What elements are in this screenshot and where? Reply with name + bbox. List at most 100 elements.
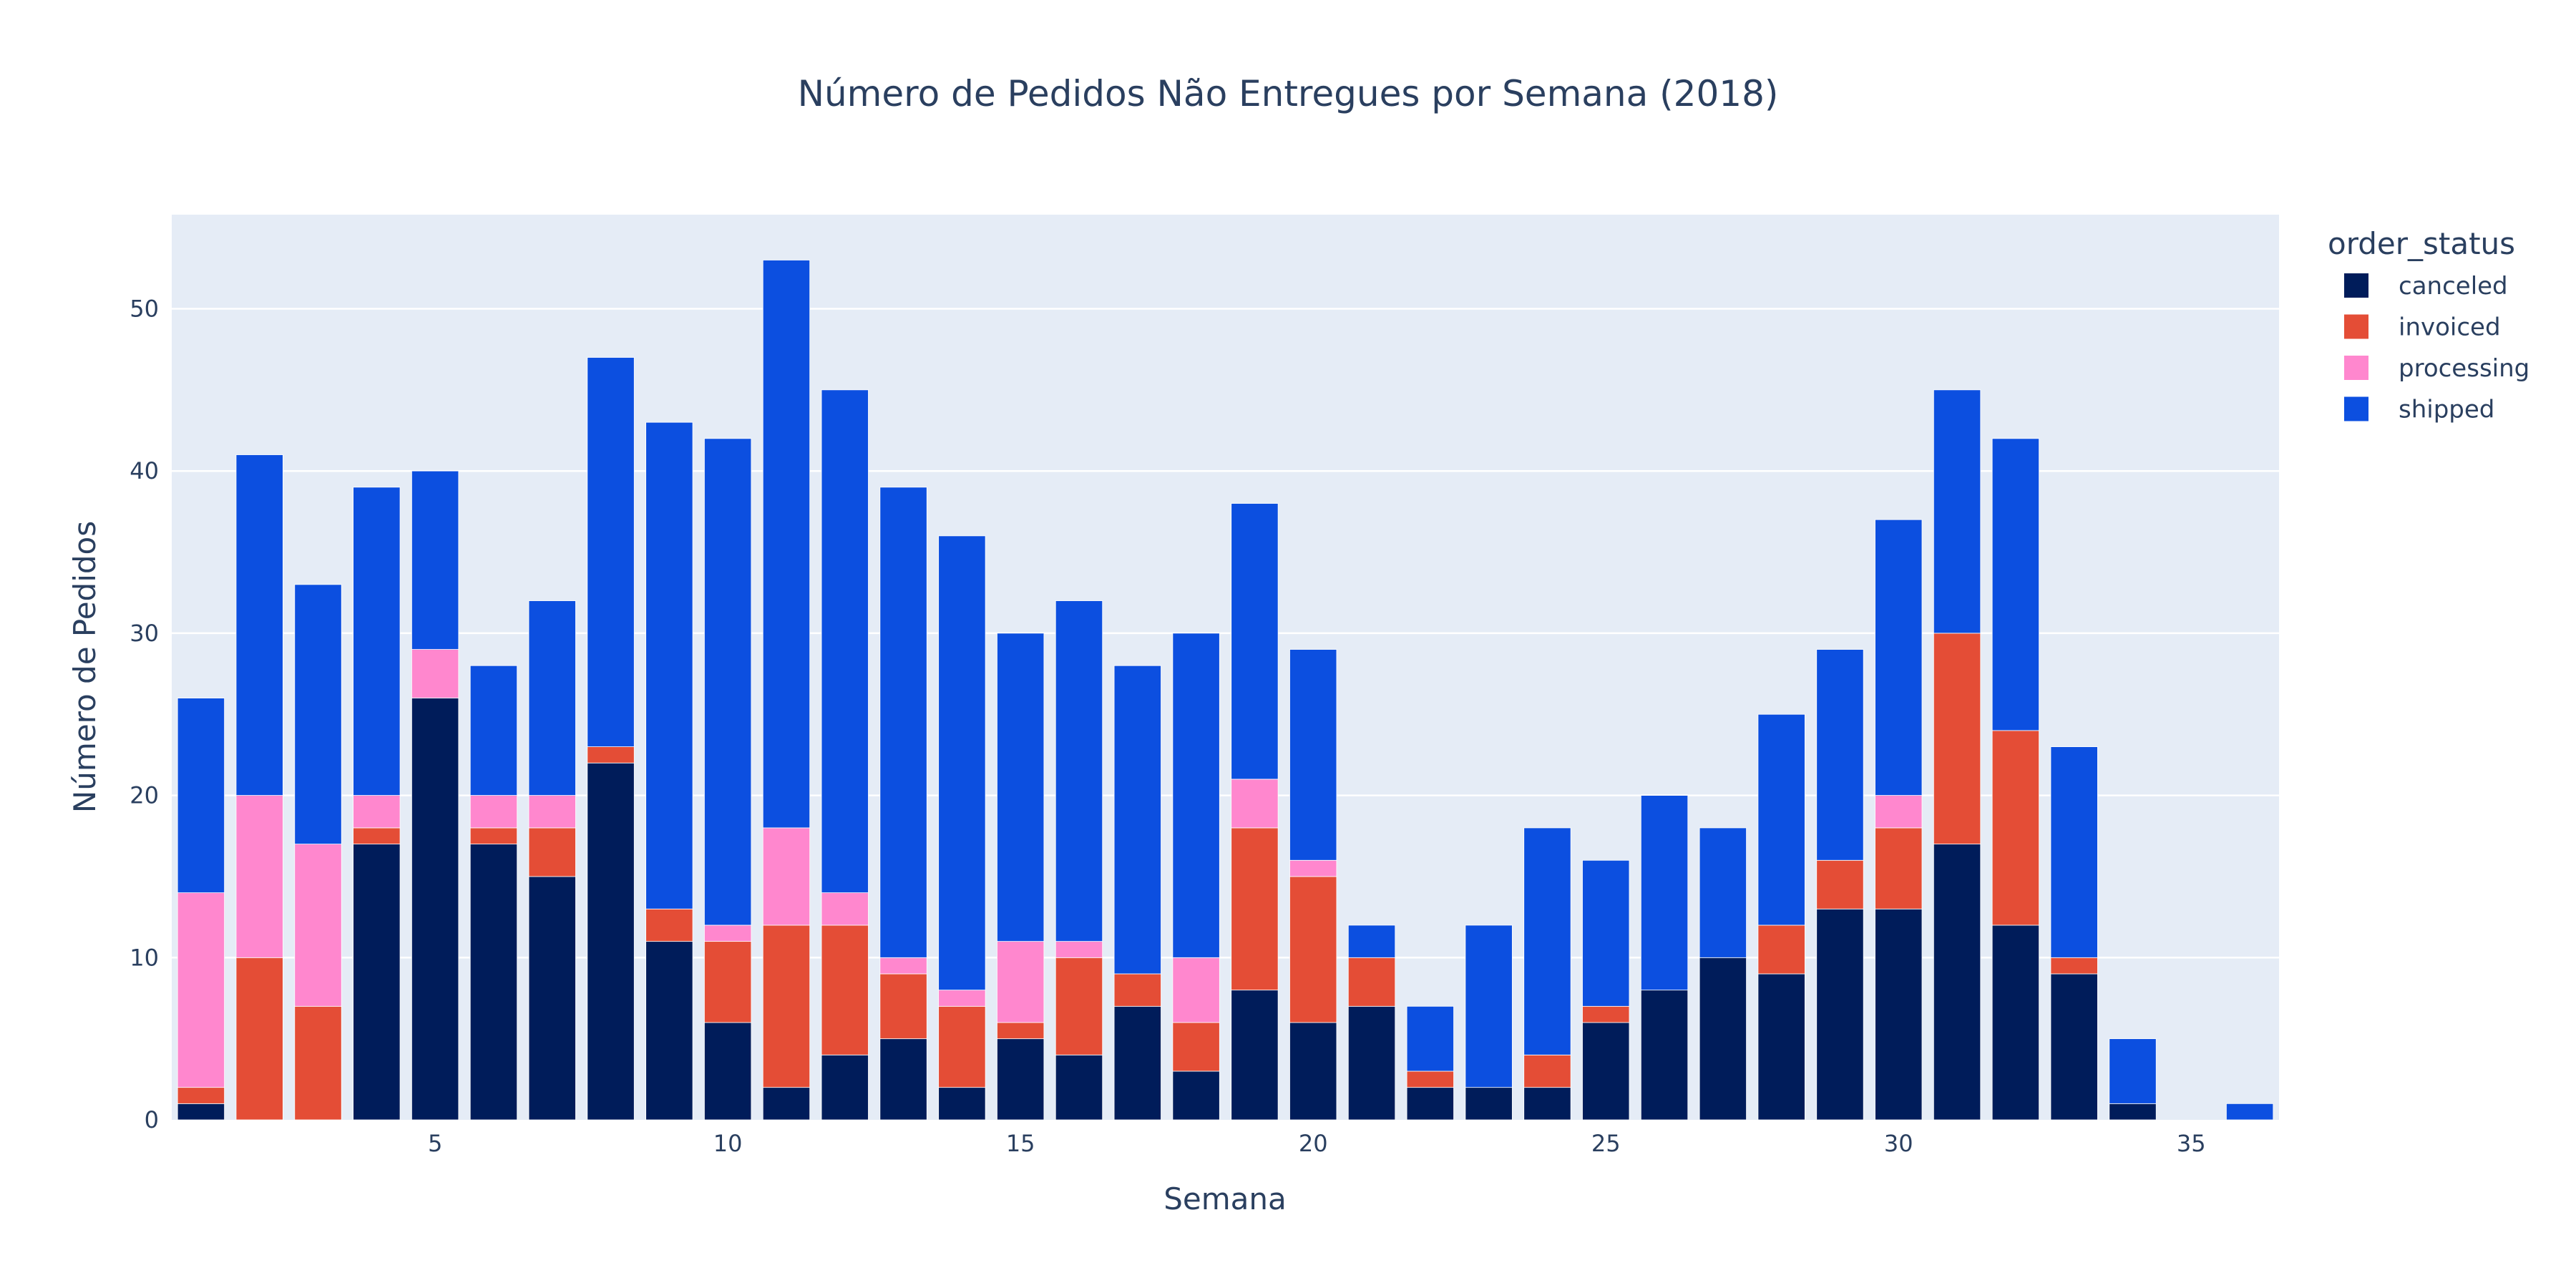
chart-title: Número de Pedidos Não Entregues por Sema… [798,73,1779,114]
bar-shipped [1875,519,1923,796]
bar-invoiced [1523,1054,1571,1088]
bar-canceled [1640,990,1689,1121]
bar-invoiced [235,957,283,1121]
bar-canceled [177,1103,225,1121]
bar-shipped [1933,389,1981,634]
bar-shipped [1757,713,1805,926]
bar-processing [528,795,576,829]
bar-processing [294,844,342,1007]
bar-shipped [177,698,225,894]
bar-processing [1231,779,1279,829]
bar-canceled [645,941,693,1121]
bar-canceled [1757,973,1805,1121]
legend: order_status canceled invoiced processing s… [2328,226,2529,424]
bar-canceled [1699,957,1747,1121]
bar-invoiced [1816,859,1864,909]
bar-invoiced [1933,633,1981,845]
bar-canceled [1347,1005,1396,1121]
bar-canceled [1991,924,2039,1121]
bar-invoiced [469,827,518,845]
bar-shipped [2225,1103,2274,1121]
bar-shipped [1172,633,1220,958]
bar-invoiced [1113,973,1161,1007]
bar-shipped [235,454,283,796]
bar-invoiced [1757,924,1805,975]
bar-invoiced [1582,1005,1630,1023]
bar-invoiced [1347,957,1396,1007]
bar-shipped [1991,438,2039,731]
bar-invoiced [821,924,869,1055]
bar-shipped [997,633,1045,942]
bar-invoiced [1055,957,1103,1055]
legend-label-invoiced: invoiced [2399,313,2501,342]
bar-invoiced [879,973,927,1040]
bar-canceled [1875,908,1923,1121]
gridlines [172,308,2279,959]
bar-canceled [1172,1070,1220,1121]
bar-invoiced [938,1005,986,1088]
bar-processing [704,924,752,942]
bar-shipped [1347,924,1396,958]
bar-processing [1289,859,1337,877]
bar-invoiced [762,924,811,1088]
bar-shipped [704,438,752,926]
y-tick-label: 10 [130,944,159,971]
bar-shipped [879,487,927,958]
y-axis-title: Número de Pedidos [67,521,102,813]
bar-processing [1875,795,1923,829]
bar-processing [177,892,225,1088]
bar-shipped [469,665,518,796]
bar-invoiced [2050,957,2098,975]
bar-invoiced [587,746,635,763]
bar-invoiced [1289,876,1337,1023]
bar-invoiced [1231,827,1279,991]
bar-shipped [1231,503,1279,780]
x-tick-label: 20 [1299,1130,1328,1157]
bar-shipped [587,357,635,747]
bar-processing [879,957,927,975]
bar-shipped [938,535,986,991]
y-axis-ticks: 0 10 20 30 40 50 [130,295,159,1133]
bar-invoiced [1172,1022,1220,1072]
bar-canceled [2050,973,2098,1121]
bar-canceled [1582,1022,1630,1121]
bar-invoiced [645,908,693,942]
bar-processing [1172,957,1220,1023]
bar-processing [353,795,401,829]
bar-invoiced [1875,827,1923,909]
bar-canceled [997,1038,1045,1121]
bar-shipped [1113,665,1161,975]
plot-background [172,215,2279,1120]
bar-canceled [1816,908,1864,1121]
legend-label-canceled: canceled [2399,272,2508,301]
legend-swatch-shipped [2344,396,2368,421]
bar-invoiced [353,827,401,845]
bar-processing [235,795,283,958]
x-axis-title: Semana [1163,1181,1287,1216]
bars [177,260,2274,1121]
x-tick-label: 10 [713,1130,743,1157]
x-tick-label: 25 [1591,1130,1621,1157]
bar-canceled [528,876,576,1121]
bar-invoiced [1991,730,2039,926]
x-axis-ticks: 5 10 15 20 25 30 35 [428,1130,2206,1157]
bar-processing [411,649,459,698]
bar-processing [821,892,869,926]
x-tick-label: 15 [1006,1130,1035,1157]
legend-title: order_status [2328,226,2515,261]
bar-canceled [1465,1087,1513,1121]
bar-invoiced [177,1087,225,1104]
bar-canceled [879,1038,927,1121]
bar-canceled [762,1087,811,1121]
bar-shipped [1289,649,1337,861]
bar-canceled [1523,1087,1571,1121]
bar-shipped [1055,600,1103,942]
legend-items: canceled invoiced processing shipped [2344,272,2529,424]
x-tick-label: 30 [1884,1130,1913,1157]
bar-invoiced [1406,1070,1454,1088]
bar-canceled [587,762,635,1121]
bar-processing [469,795,518,829]
bar-invoiced [997,1022,1045,1040]
